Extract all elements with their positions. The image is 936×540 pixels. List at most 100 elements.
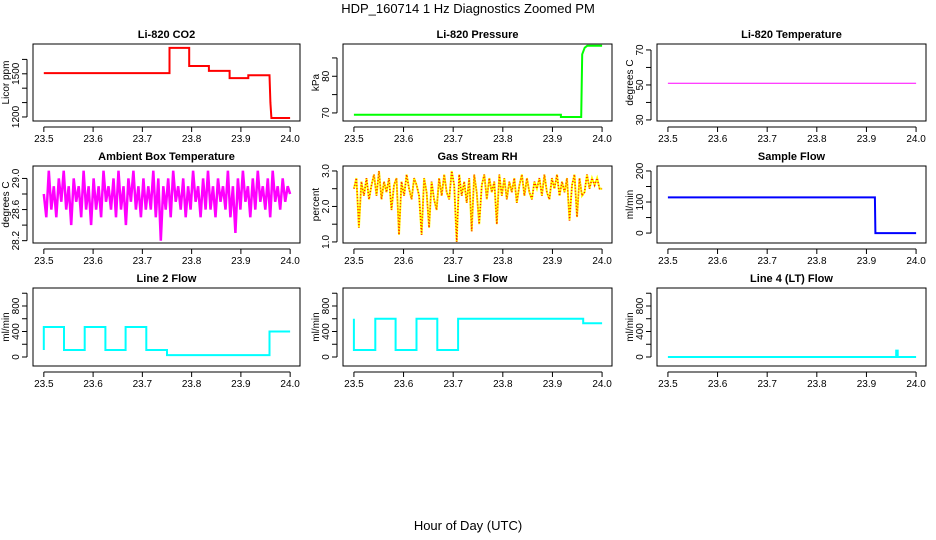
plot-box [32,165,301,244]
x-tick-label: 23.8 [493,256,513,267]
x-tick-label: 23.7 [133,256,153,267]
y-tick-label: 800 [321,297,332,314]
x-tick-label: 24.0 [592,134,612,145]
y-tick-label: 400 [321,323,332,340]
y-tick-label: 80 [321,70,332,82]
y-tick-label: 100 [635,193,646,210]
y-tick-label: 800 [11,297,22,314]
x-tick-label: 24.0 [280,134,300,145]
y-tick-label: 50 [635,79,646,91]
x-tick-label: 23.6 [83,134,103,145]
panel-title: Li-820 CO2 [138,29,195,41]
x-tick-label: 23.5 [344,134,364,145]
x-tick-label: 24.0 [592,256,612,267]
x-tick-label: 23.9 [231,379,251,390]
panel-li-820-pressure: Li-820 Pressure 23.5 23.6 23.7 23.8 23.9 24.0 7… [311,29,613,145]
x-tick-label: 23.9 [231,256,251,267]
x-tick-label: 23.5 [344,379,364,390]
x-tick-label: 23.7 [757,379,777,390]
data-series-line [667,349,917,358]
y-axis-label: degrees C [625,59,636,105]
panel-title: Line 2 Flow [137,273,197,285]
x-tick-label: 23.9 [543,379,563,390]
y-tick-label: 30 [635,114,646,126]
x-tick-label: 23.8 [493,134,513,145]
y-tick-label: 400 [11,323,22,340]
main-title: HDP_160714 1 Hz Diagnostics Zoomed PM [341,1,595,16]
x-axis-title: Hour of Day (UTC) [413,518,523,533]
y-axis-label: Licor ppm [1,61,12,105]
x-tick-label: 23.6 [708,134,728,145]
y-tick-label: 0 [635,230,646,236]
panel-ambient-box-temperature: Ambient Box Temperature 23.5 23.6 23.7 23.8 2… [1,151,301,267]
y-tick-label: 0 [11,354,22,360]
y-tick-label: 70 [635,44,646,56]
x-tick-label: 23.7 [443,379,463,390]
y-tick-label: 28.2 [11,230,22,250]
plot-box [656,287,927,367]
y-tick-label: 70 [321,107,332,119]
y-axis-label: ml/min [1,312,12,341]
data-series-line-overlay [353,170,603,242]
x-tick-label: 23.6 [394,256,414,267]
x-tick-label: 23.8 [182,134,202,145]
y-tick-label: 0 [635,354,646,360]
data-series-line [42,326,291,357]
x-tick-label: 23.7 [757,256,777,267]
x-tick-label: 23.7 [443,256,463,267]
y-tick-label: 800 [635,297,646,314]
data-series-line [43,46,291,119]
panel-gas-stream-rh: Gas Stream RH 23.5 23.6 23.7 23.8 23.9 24.0 1.0… [311,151,613,267]
panel-title: Line 3 Flow [448,273,508,285]
panel-title: Ambient Box Temperature [98,151,235,163]
x-tick-label: 24.0 [592,379,612,390]
data-series-line [353,44,603,118]
panel-title: Gas Stream RH [437,151,517,163]
x-tick-label: 23.7 [443,134,463,145]
x-tick-label: 23.8 [807,379,827,390]
y-axis-label: degrees C [1,181,12,227]
x-tick-label: 23.9 [857,379,877,390]
x-tick-label: 23.8 [182,256,202,267]
x-tick-label: 24.0 [906,379,926,390]
x-tick-label: 23.6 [394,379,414,390]
y-tick-label: 29.0 [11,168,22,188]
plot-box [342,43,613,122]
panel-title: Li-820 Pressure [437,29,519,41]
x-tick-label: 23.9 [543,256,563,267]
x-tick-label: 23.5 [34,134,54,145]
x-tick-label: 23.5 [344,256,364,267]
plot-box [342,165,613,244]
data-series-line [667,196,917,235]
x-tick-label: 23.7 [757,134,777,145]
x-tick-label: 23.8 [493,379,513,390]
x-tick-label: 23.8 [807,134,827,145]
x-tick-label: 23.6 [83,379,103,390]
plot-box [342,287,613,367]
x-tick-label: 23.6 [394,134,414,145]
x-tick-label: 23.5 [34,256,54,267]
y-axis-label: ml/min [625,312,636,341]
y-tick-label: 200 [635,162,646,179]
data-series-line [352,317,603,351]
panel-li-820-temperature: Li-820 Temperature 23.5 23.6 23.7 23.8 23.9 24… [625,29,927,145]
plot-box [656,165,927,244]
panel-title: Line 4 (LT) Flow [750,273,833,285]
x-tick-label: 23.7 [133,379,153,390]
y-tick-label: 28.6 [11,199,22,219]
data-series-line [42,170,292,241]
panel-line-4-lt-flow: Line 4 (LT) Flow 23.5 23.6 23.7 23.8 23.9 24.0… [625,273,927,390]
x-tick-label: 23.8 [182,379,202,390]
y-tick-label: 3.0 [321,164,332,178]
panel-title: Sample Flow [758,151,826,163]
y-tick-label: 1200 [11,105,22,128]
x-tick-label: 23.7 [133,134,153,145]
x-tick-label: 24.0 [280,379,300,390]
y-axis-label: ml/min [625,190,636,219]
plot-box [32,287,301,367]
plot-box [32,43,301,122]
x-tick-label: 23.5 [658,134,678,145]
panel-sample-flow: Sample Flow 23.5 23.6 23.7 23.8 23.9 24.0 0 100 2… [625,151,927,267]
x-tick-label: 23.6 [83,256,103,267]
